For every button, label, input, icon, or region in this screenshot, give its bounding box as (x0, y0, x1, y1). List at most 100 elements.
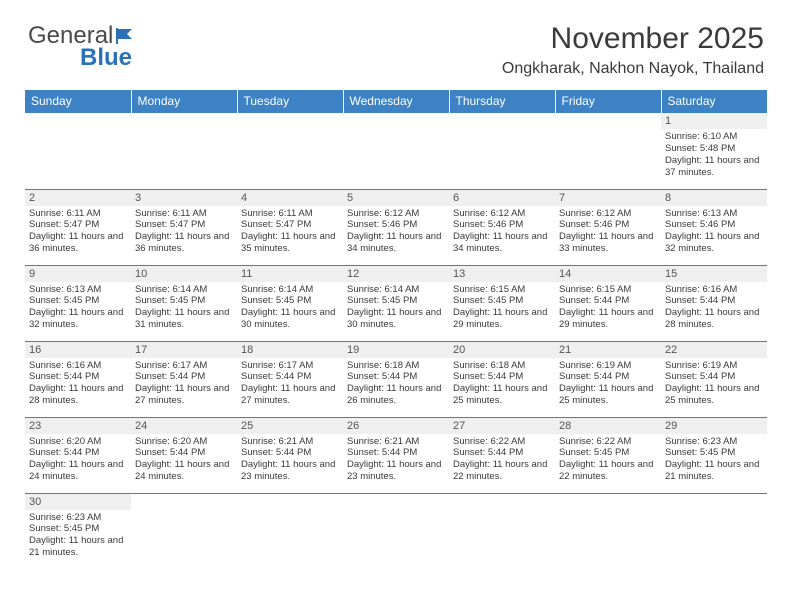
calendar-cell: 30Sunrise: 6:23 AMSunset: 5:45 PMDayligh… (25, 493, 131, 569)
day-number: 28 (555, 418, 661, 434)
calendar-cell (25, 113, 131, 189)
calendar-cell: 9Sunrise: 6:13 AMSunset: 5:45 PMDaylight… (25, 265, 131, 341)
day-number: 15 (661, 266, 767, 282)
day-number: 4 (237, 190, 343, 206)
day-content: Sunrise: 6:14 AMSunset: 5:45 PMDaylight:… (343, 282, 449, 334)
day-number: 2 (25, 190, 131, 206)
calendar-cell: 8Sunrise: 6:13 AMSunset: 5:46 PMDaylight… (661, 189, 767, 265)
day-number: 21 (555, 342, 661, 358)
calendar-cell: 10Sunrise: 6:14 AMSunset: 5:45 PMDayligh… (131, 265, 237, 341)
day-number: 30 (25, 494, 131, 510)
day-content: Sunrise: 6:23 AMSunset: 5:45 PMDaylight:… (25, 510, 131, 562)
day-content: Sunrise: 6:21 AMSunset: 5:44 PMDaylight:… (237, 434, 343, 486)
day-content: Sunrise: 6:20 AMSunset: 5:44 PMDaylight:… (25, 434, 131, 486)
calendar-cell: 18Sunrise: 6:17 AMSunset: 5:44 PMDayligh… (237, 341, 343, 417)
flag-icon (115, 26, 137, 46)
calendar-cell (237, 493, 343, 569)
day-content: Sunrise: 6:16 AMSunset: 5:44 PMDaylight:… (25, 358, 131, 410)
day-content: Sunrise: 6:11 AMSunset: 5:47 PMDaylight:… (237, 206, 343, 258)
day-content: Sunrise: 6:17 AMSunset: 5:44 PMDaylight:… (131, 358, 237, 410)
day-content: Sunrise: 6:22 AMSunset: 5:44 PMDaylight:… (449, 434, 555, 486)
day-content: Sunrise: 6:17 AMSunset: 5:44 PMDaylight:… (237, 358, 343, 410)
day-number: 10 (131, 266, 237, 282)
calendar-cell: 24Sunrise: 6:20 AMSunset: 5:44 PMDayligh… (131, 417, 237, 493)
day-number: 5 (343, 190, 449, 206)
day-number: 25 (237, 418, 343, 434)
day-content: Sunrise: 6:15 AMSunset: 5:44 PMDaylight:… (555, 282, 661, 334)
day-content: Sunrise: 6:13 AMSunset: 5:45 PMDaylight:… (25, 282, 131, 334)
day-content: Sunrise: 6:11 AMSunset: 5:47 PMDaylight:… (131, 206, 237, 258)
calendar-cell: 21Sunrise: 6:19 AMSunset: 5:44 PMDayligh… (555, 341, 661, 417)
calendar-cell: 1Sunrise: 6:10 AMSunset: 5:48 PMDaylight… (661, 113, 767, 189)
calendar-cell (555, 493, 661, 569)
month-title: November 2025 (502, 22, 764, 56)
calendar-cell: 5Sunrise: 6:12 AMSunset: 5:46 PMDaylight… (343, 189, 449, 265)
day-number: 20 (449, 342, 555, 358)
calendar-cell: 28Sunrise: 6:22 AMSunset: 5:45 PMDayligh… (555, 417, 661, 493)
day-number: 18 (237, 342, 343, 358)
day-content: Sunrise: 6:18 AMSunset: 5:44 PMDaylight:… (343, 358, 449, 410)
calendar-cell (131, 113, 237, 189)
day-content: Sunrise: 6:19 AMSunset: 5:44 PMDaylight:… (661, 358, 767, 410)
calendar-cell (555, 113, 661, 189)
day-number: 8 (661, 190, 767, 206)
calendar-cell (661, 493, 767, 569)
calendar-cell: 26Sunrise: 6:21 AMSunset: 5:44 PMDayligh… (343, 417, 449, 493)
day-content: Sunrise: 6:12 AMSunset: 5:46 PMDaylight:… (555, 206, 661, 258)
day-number: 7 (555, 190, 661, 206)
title-block: November 2025 Ongkharak, Nakhon Nayok, T… (502, 22, 764, 78)
calendar-cell: 12Sunrise: 6:14 AMSunset: 5:45 PMDayligh… (343, 265, 449, 341)
day-content: Sunrise: 6:16 AMSunset: 5:44 PMDaylight:… (661, 282, 767, 334)
day-content: Sunrise: 6:10 AMSunset: 5:48 PMDaylight:… (661, 129, 767, 181)
day-number: 6 (449, 190, 555, 206)
calendar-cell: 4Sunrise: 6:11 AMSunset: 5:47 PMDaylight… (237, 189, 343, 265)
day-content: Sunrise: 6:14 AMSunset: 5:45 PMDaylight:… (237, 282, 343, 334)
day-content: Sunrise: 6:23 AMSunset: 5:45 PMDaylight:… (661, 434, 767, 486)
weekday-header: Wednesday (343, 90, 449, 113)
day-content: Sunrise: 6:12 AMSunset: 5:46 PMDaylight:… (343, 206, 449, 258)
weekday-header: Monday (131, 90, 237, 113)
day-number: 24 (131, 418, 237, 434)
calendar-cell: 22Sunrise: 6:19 AMSunset: 5:44 PMDayligh… (661, 341, 767, 417)
day-number: 11 (237, 266, 343, 282)
calendar-cell (343, 493, 449, 569)
day-content: Sunrise: 6:13 AMSunset: 5:46 PMDaylight:… (661, 206, 767, 258)
day-number: 27 (449, 418, 555, 434)
day-number: 19 (343, 342, 449, 358)
calendar-cell: 2Sunrise: 6:11 AMSunset: 5:47 PMDaylight… (25, 189, 131, 265)
calendar-cell: 13Sunrise: 6:15 AMSunset: 5:45 PMDayligh… (449, 265, 555, 341)
day-number: 13 (449, 266, 555, 282)
day-content: Sunrise: 6:22 AMSunset: 5:45 PMDaylight:… (555, 434, 661, 486)
day-number: 16 (25, 342, 131, 358)
logo-line2: Blue (28, 44, 132, 72)
calendar-cell (343, 113, 449, 189)
calendar-cell: 16Sunrise: 6:16 AMSunset: 5:44 PMDayligh… (25, 341, 131, 417)
calendar-cell (449, 113, 555, 189)
calendar-cell: 27Sunrise: 6:22 AMSunset: 5:44 PMDayligh… (449, 417, 555, 493)
calendar-cell: 20Sunrise: 6:18 AMSunset: 5:44 PMDayligh… (449, 341, 555, 417)
day-content: Sunrise: 6:11 AMSunset: 5:47 PMDaylight:… (25, 206, 131, 258)
calendar-cell (131, 493, 237, 569)
weekday-header: Sunday (25, 90, 131, 113)
calendar-cell: 17Sunrise: 6:17 AMSunset: 5:44 PMDayligh… (131, 341, 237, 417)
day-number: 14 (555, 266, 661, 282)
calendar-cell: 3Sunrise: 6:11 AMSunset: 5:47 PMDaylight… (131, 189, 237, 265)
calendar-body: 1Sunrise: 6:10 AMSunset: 5:48 PMDaylight… (25, 113, 767, 569)
day-content: Sunrise: 6:20 AMSunset: 5:44 PMDaylight:… (131, 434, 237, 486)
calendar-cell: 15Sunrise: 6:16 AMSunset: 5:44 PMDayligh… (661, 265, 767, 341)
weekday-header: Friday (555, 90, 661, 113)
day-content: Sunrise: 6:19 AMSunset: 5:44 PMDaylight:… (555, 358, 661, 410)
logo-text-2: Blue (80, 44, 132, 72)
day-number: 17 (131, 342, 237, 358)
day-content: Sunrise: 6:21 AMSunset: 5:44 PMDaylight:… (343, 434, 449, 486)
calendar-cell: 6Sunrise: 6:12 AMSunset: 5:46 PMDaylight… (449, 189, 555, 265)
weekday-header: Tuesday (237, 90, 343, 113)
weekday-header: Saturday (661, 90, 767, 113)
day-content: Sunrise: 6:15 AMSunset: 5:45 PMDaylight:… (449, 282, 555, 334)
day-number: 22 (661, 342, 767, 358)
calendar-cell: 19Sunrise: 6:18 AMSunset: 5:44 PMDayligh… (343, 341, 449, 417)
day-number: 26 (343, 418, 449, 434)
day-number: 3 (131, 190, 237, 206)
location: Ongkharak, Nakhon Nayok, Thailand (502, 60, 764, 78)
day-content: Sunrise: 6:12 AMSunset: 5:46 PMDaylight:… (449, 206, 555, 258)
